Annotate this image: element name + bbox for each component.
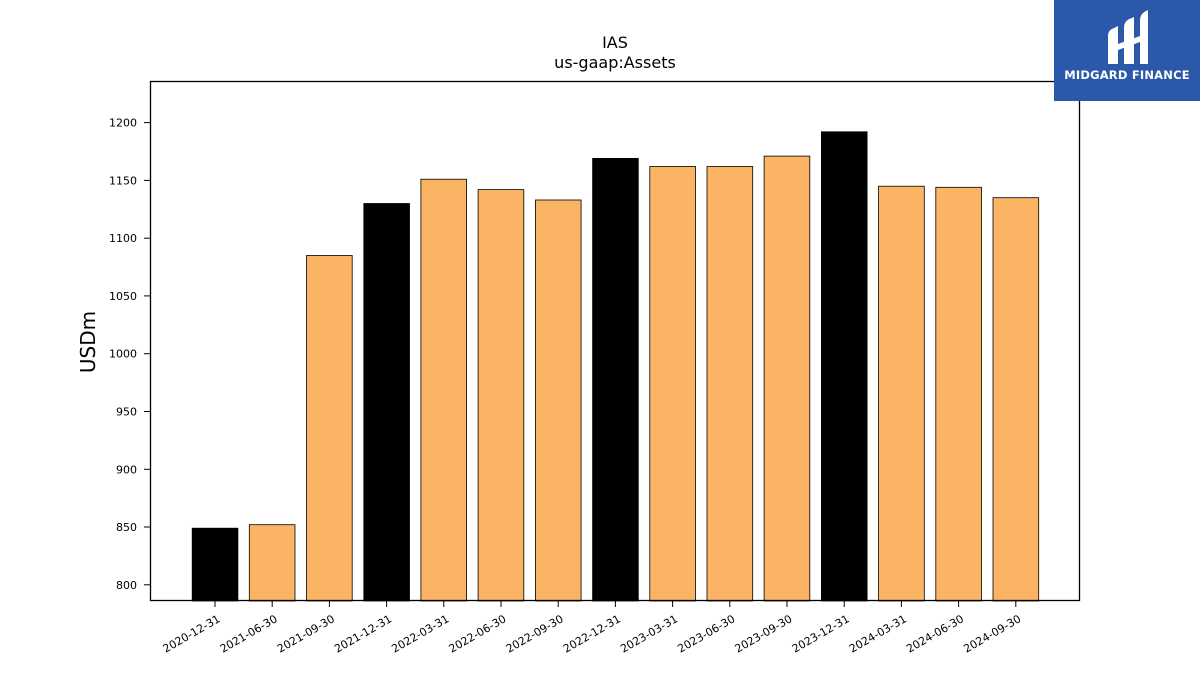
x-tick-label-2024-03-31: 2024-03-31 — [847, 612, 909, 655]
x-tick-label-2020-12-31: 2020-12-31 — [161, 612, 223, 655]
x-tick-label-2024-09-30: 2024-09-30 — [961, 612, 1023, 655]
bar-2021-09-30 — [306, 255, 353, 602]
midgard-finance-logo: MIDGARD FINANCE — [1054, 0, 1200, 101]
y-tick-label: 1150 — [109, 174, 137, 187]
bar-2023-03-31 — [649, 166, 696, 602]
bar-2024-06-30 — [935, 186, 982, 602]
bar-2023-12-31 — [821, 131, 868, 602]
bar-2022-12-31 — [592, 157, 639, 602]
logo-mark-icon — [1108, 10, 1148, 64]
bar-2022-03-31 — [420, 178, 467, 602]
x-tick-label-2023-06-30: 2023-06-30 — [675, 612, 737, 655]
bar-2022-09-30 — [535, 199, 582, 602]
x-tick-label-2023-12-31: 2023-12-31 — [790, 612, 852, 655]
y-tick-label: 1050 — [109, 290, 137, 303]
x-tick-label-2021-12-31: 2021-12-31 — [332, 612, 394, 655]
bar-2024-09-30 — [992, 197, 1040, 602]
y-tick-label: 850 — [116, 521, 137, 534]
bar-2020-12-31 — [191, 527, 239, 602]
y-axis-ticks: 800 850 900 950 1000 1050 1100 1150 1200 — [109, 117, 150, 592]
bar-2022-06-30 — [477, 189, 525, 602]
x-tick-label-2021-06-30: 2021-06-30 — [218, 612, 280, 655]
x-tick-label-2023-03-31: 2023-03-31 — [618, 612, 680, 655]
y-tick-label: 1200 — [109, 117, 137, 130]
chart-title: IAS — [602, 33, 628, 52]
x-tick-label-2022-09-30: 2022-09-30 — [504, 612, 566, 655]
logo-text: MIDGARD FINANCE — [1064, 68, 1190, 82]
bar-2023-09-30 — [763, 155, 811, 602]
y-tick-label: 900 — [116, 463, 137, 476]
x-tick-label-2022-03-31: 2022-03-31 — [389, 612, 451, 655]
y-tick-label: 950 — [116, 406, 137, 419]
y-tick-label: 1100 — [109, 232, 137, 245]
y-tick-label: 1000 — [109, 348, 137, 361]
y-axis-label: USDm — [76, 311, 100, 373]
plot-frame — [149, 80, 1081, 602]
x-tick-label-2021-09-30: 2021-09-30 — [275, 612, 337, 655]
bar-2024-03-31 — [878, 185, 925, 602]
x-tick-label-2023-09-30: 2023-09-30 — [733, 612, 795, 655]
bar-2023-06-30 — [706, 166, 754, 602]
bar-2021-12-31 — [363, 203, 410, 602]
bar-2021-06-30 — [248, 524, 296, 602]
x-tick-label-2024-06-30: 2024-06-30 — [904, 612, 966, 655]
y-tick-label: 800 — [116, 579, 137, 592]
x-axis-ticks: 2020-12-312021-06-302021-09-302021-12-31… — [161, 601, 1023, 656]
x-tick-label-2022-12-31: 2022-12-31 — [561, 612, 623, 655]
x-tick-label-2022-06-30: 2022-06-30 — [447, 612, 509, 655]
chart-subtitle: us-gaap:Assets — [554, 53, 676, 72]
bars-group — [191, 131, 1040, 602]
